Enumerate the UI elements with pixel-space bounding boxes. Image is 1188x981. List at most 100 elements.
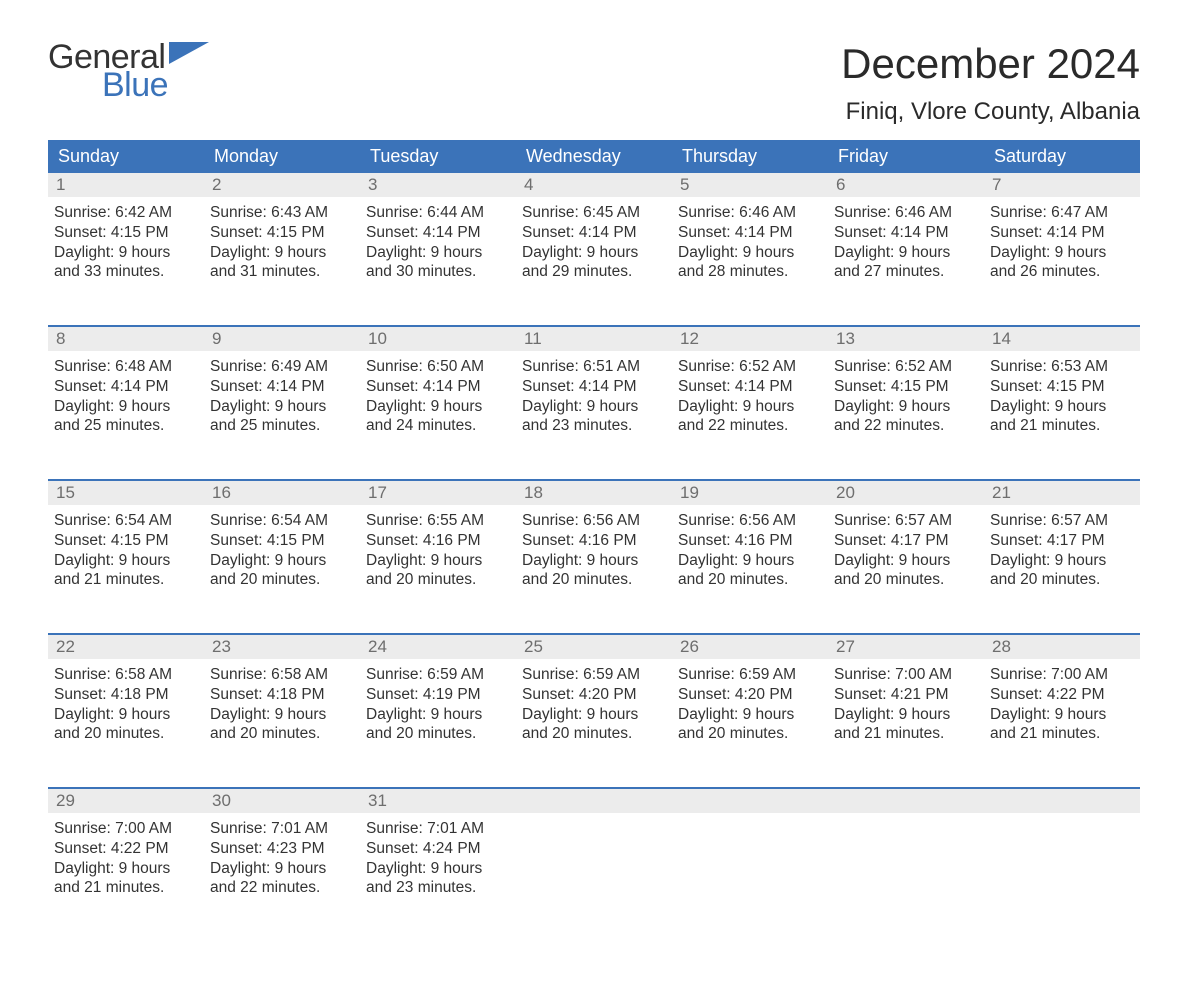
daylight-text: Daylight: 9 hours and 20 minutes. [210, 705, 354, 745]
daylight-text: Daylight: 9 hours and 20 minutes. [990, 551, 1134, 591]
week-row: Sunrise: 6:54 AMSunset: 4:15 PMDaylight:… [48, 505, 1140, 633]
sunrise-text: Sunrise: 6:43 AM [210, 203, 354, 223]
sunset-text: Sunset: 4:14 PM [678, 223, 822, 243]
calendar-cell: Sunrise: 7:00 AMSunset: 4:22 PMDaylight:… [48, 813, 204, 941]
sunrise-text: Sunrise: 6:46 AM [834, 203, 978, 223]
sunset-text: Sunset: 4:14 PM [522, 223, 666, 243]
sunset-text: Sunset: 4:14 PM [990, 223, 1134, 243]
calendar-cell: Sunrise: 6:55 AMSunset: 4:16 PMDaylight:… [360, 505, 516, 633]
day-number: 18 [516, 481, 672, 505]
day-number: 28 [984, 635, 1140, 659]
sunset-text: Sunset: 4:18 PM [210, 685, 354, 705]
daylight-text: Daylight: 9 hours and 33 minutes. [54, 243, 198, 283]
sunrise-text: Sunrise: 6:59 AM [678, 665, 822, 685]
sunrise-text: Sunrise: 6:49 AM [210, 357, 354, 377]
dayhead-tue: Tuesday [360, 140, 516, 173]
calendar-cell: Sunrise: 6:48 AMSunset: 4:14 PMDaylight:… [48, 351, 204, 479]
calendar-cell [672, 813, 828, 941]
daylight-text: Daylight: 9 hours and 23 minutes. [366, 859, 510, 899]
calendar-cell: Sunrise: 7:01 AMSunset: 4:23 PMDaylight:… [204, 813, 360, 941]
sunrise-text: Sunrise: 6:57 AM [990, 511, 1134, 531]
week-row: Sunrise: 6:58 AMSunset: 4:18 PMDaylight:… [48, 659, 1140, 787]
calendar-cell: Sunrise: 6:54 AMSunset: 4:15 PMDaylight:… [204, 505, 360, 633]
calendar-cell: Sunrise: 6:58 AMSunset: 4:18 PMDaylight:… [48, 659, 204, 787]
sunset-text: Sunset: 4:22 PM [54, 839, 198, 859]
sunset-text: Sunset: 4:19 PM [366, 685, 510, 705]
sunset-text: Sunset: 4:15 PM [834, 377, 978, 397]
day-number: 24 [360, 635, 516, 659]
day-number: 27 [828, 635, 984, 659]
day-number: 21 [984, 481, 1140, 505]
sunrise-text: Sunrise: 6:53 AM [990, 357, 1134, 377]
sunrise-text: Sunrise: 6:56 AM [522, 511, 666, 531]
sunset-text: Sunset: 4:14 PM [366, 223, 510, 243]
daylight-text: Daylight: 9 hours and 21 minutes. [54, 551, 198, 591]
logo: General Blue [48, 40, 209, 102]
calendar: Sunday Monday Tuesday Wednesday Thursday… [48, 140, 1140, 941]
day-number: 23 [204, 635, 360, 659]
day-number: 1 [48, 173, 204, 197]
sunrise-text: Sunrise: 7:01 AM [366, 819, 510, 839]
sunset-text: Sunset: 4:17 PM [834, 531, 978, 551]
calendar-cell: Sunrise: 6:46 AMSunset: 4:14 PMDaylight:… [672, 197, 828, 325]
sunset-text: Sunset: 4:14 PM [366, 377, 510, 397]
sunset-text: Sunset: 4:14 PM [678, 377, 822, 397]
daylight-text: Daylight: 9 hours and 21 minutes. [990, 397, 1134, 437]
calendar-cell: Sunrise: 6:59 AMSunset: 4:19 PMDaylight:… [360, 659, 516, 787]
week-row: Sunrise: 6:48 AMSunset: 4:14 PMDaylight:… [48, 351, 1140, 479]
daylight-text: Daylight: 9 hours and 31 minutes. [210, 243, 354, 283]
daylight-text: Daylight: 9 hours and 28 minutes. [678, 243, 822, 283]
day-number: 14 [984, 327, 1140, 351]
sunrise-text: Sunrise: 6:54 AM [210, 511, 354, 531]
daylight-text: Daylight: 9 hours and 24 minutes. [366, 397, 510, 437]
calendar-cell [828, 813, 984, 941]
day-number: 25 [516, 635, 672, 659]
sunset-text: Sunset: 4:20 PM [678, 685, 822, 705]
location: Finiq, Vlore County, Albania [841, 98, 1140, 126]
week-row: Sunrise: 7:00 AMSunset: 4:22 PMDaylight:… [48, 813, 1140, 941]
sunrise-text: Sunrise: 6:45 AM [522, 203, 666, 223]
sunset-text: Sunset: 4:16 PM [366, 531, 510, 551]
daylight-text: Daylight: 9 hours and 22 minutes. [834, 397, 978, 437]
calendar-cell: Sunrise: 6:50 AMSunset: 4:14 PMDaylight:… [360, 351, 516, 479]
sunrise-text: Sunrise: 6:54 AM [54, 511, 198, 531]
calendar-cell [984, 813, 1140, 941]
day-number: 6 [828, 173, 984, 197]
calendar-cell: Sunrise: 6:59 AMSunset: 4:20 PMDaylight:… [516, 659, 672, 787]
sunset-text: Sunset: 4:15 PM [990, 377, 1134, 397]
calendar-cell: Sunrise: 7:00 AMSunset: 4:22 PMDaylight:… [984, 659, 1140, 787]
sunset-text: Sunset: 4:15 PM [54, 531, 198, 551]
day-number: 12 [672, 327, 828, 351]
calendar-cell: Sunrise: 6:45 AMSunset: 4:14 PMDaylight:… [516, 197, 672, 325]
sunrise-text: Sunrise: 6:47 AM [990, 203, 1134, 223]
day-number: 5 [672, 173, 828, 197]
daylight-text: Daylight: 9 hours and 20 minutes. [678, 551, 822, 591]
calendar-cell: Sunrise: 6:42 AMSunset: 4:15 PMDaylight:… [48, 197, 204, 325]
week-row: Sunrise: 6:42 AMSunset: 4:15 PMDaylight:… [48, 197, 1140, 325]
daylight-text: Daylight: 9 hours and 20 minutes. [54, 705, 198, 745]
sunrise-text: Sunrise: 6:52 AM [678, 357, 822, 377]
calendar-cell: Sunrise: 6:52 AMSunset: 4:15 PMDaylight:… [828, 351, 984, 479]
sunset-text: Sunset: 4:16 PM [678, 531, 822, 551]
day-number: 3 [360, 173, 516, 197]
calendar-cell: Sunrise: 6:56 AMSunset: 4:16 PMDaylight:… [516, 505, 672, 633]
sunrise-text: Sunrise: 6:59 AM [366, 665, 510, 685]
daylight-text: Daylight: 9 hours and 20 minutes. [522, 705, 666, 745]
sunset-text: Sunset: 4:14 PM [522, 377, 666, 397]
day-number [516, 789, 672, 813]
day-number: 4 [516, 173, 672, 197]
daylight-text: Daylight: 9 hours and 22 minutes. [678, 397, 822, 437]
daylight-text: Daylight: 9 hours and 30 minutes. [366, 243, 510, 283]
daylight-text: Daylight: 9 hours and 27 minutes. [834, 243, 978, 283]
day-number: 31 [360, 789, 516, 813]
day-number: 7 [984, 173, 1140, 197]
daylight-text: Daylight: 9 hours and 20 minutes. [366, 551, 510, 591]
sunrise-text: Sunrise: 6:48 AM [54, 357, 198, 377]
sunset-text: Sunset: 4:23 PM [210, 839, 354, 859]
calendar-cell: Sunrise: 6:57 AMSunset: 4:17 PMDaylight:… [828, 505, 984, 633]
daylight-text: Daylight: 9 hours and 21 minutes. [990, 705, 1134, 745]
daylight-text: Daylight: 9 hours and 20 minutes. [210, 551, 354, 591]
sunrise-text: Sunrise: 6:46 AM [678, 203, 822, 223]
calendar-cell: Sunrise: 7:00 AMSunset: 4:21 PMDaylight:… [828, 659, 984, 787]
daylight-text: Daylight: 9 hours and 20 minutes. [678, 705, 822, 745]
